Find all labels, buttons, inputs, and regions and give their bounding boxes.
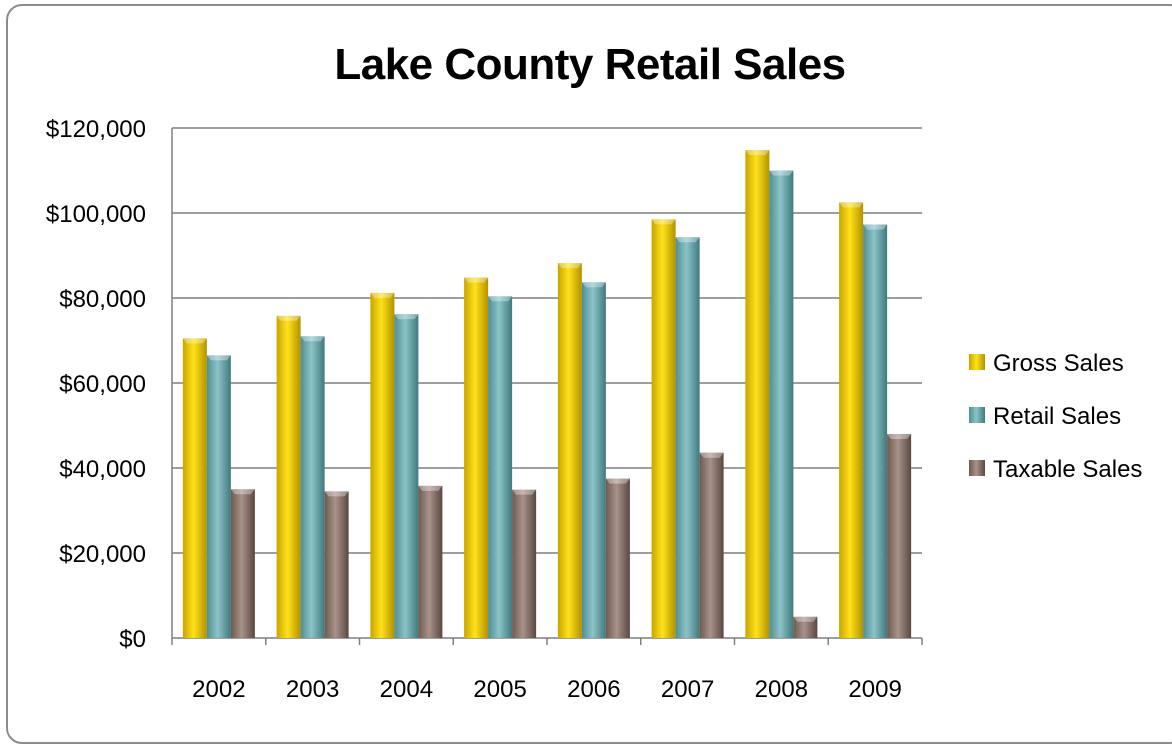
bar-gross-sales-2002 [182, 338, 207, 638]
legend-label: Gross Sales [993, 350, 1124, 377]
x-tick-label: 2003 [286, 676, 339, 703]
bar-retail-sales-2008 [769, 170, 794, 638]
y-tick-label: $100,000 [46, 201, 146, 228]
bar-gross-sales-2004 [370, 292, 395, 638]
x-tick-label: 2007 [661, 676, 714, 703]
bar-gross-sales-2007 [651, 219, 676, 638]
legend-swatch [969, 354, 985, 370]
bar-taxable-sales-2009 [887, 434, 912, 638]
y-tick-label: $60,000 [59, 371, 146, 398]
bar-taxable-sales-2002 [230, 489, 255, 638]
bars [182, 150, 912, 638]
bar-taxable-sales-2006 [605, 478, 630, 638]
legend-item: Gross Sales [969, 350, 1124, 377]
bar-retail-sales-2006 [581, 282, 606, 638]
tick-labels: $0 $20,000 $40,000 $60,000 $80,000 $100,000 $1… [46, 116, 902, 703]
bar-retail-sales-2007 [675, 237, 700, 638]
x-tick-label: 2002 [192, 676, 245, 703]
bar-taxable-sales-2004 [418, 485, 443, 638]
bar-retail-sales-2009 [863, 224, 888, 638]
bar-gross-sales-2006 [557, 263, 582, 638]
x-tick-label: 2009 [848, 676, 901, 703]
bar-taxable-sales-2008 [793, 616, 818, 638]
y-tick-label: $120,000 [46, 116, 146, 143]
bar-taxable-sales-2005 [512, 489, 537, 638]
legend: Gross Sales Retail Sales Taxable Sales [969, 350, 1142, 483]
bar-gross-sales-2009 [839, 202, 864, 638]
bar-retail-sales-2005 [488, 296, 513, 638]
y-tick-label: $20,000 [59, 541, 146, 568]
bar-gross-sales-2005 [464, 277, 489, 638]
bar-retail-sales-2002 [206, 355, 231, 638]
chart-plot: $0 $20,000 $40,000 $60,000 $80,000 $100,000 $1… [46, 116, 1143, 703]
x-tick-label: 2006 [567, 676, 620, 703]
y-tick-label: $0 [119, 626, 146, 653]
legend-swatch [969, 460, 985, 476]
grid-lines [172, 127, 922, 554]
x-tick-label: 2005 [473, 676, 526, 703]
y-tick-label: $80,000 [59, 286, 146, 313]
bar-taxable-sales-2003 [324, 491, 349, 638]
x-tick-label: 2004 [380, 676, 433, 703]
legend-label: Taxable Sales [993, 456, 1142, 483]
legend-item: Taxable Sales [969, 456, 1142, 483]
bar-taxable-sales-2007 [699, 452, 724, 638]
bar-retail-sales-2004 [394, 314, 419, 638]
chart-title: Lake County Retail Sales [334, 40, 846, 89]
legend-label: Retail Sales [993, 403, 1121, 430]
legend-swatch [969, 407, 985, 423]
bar-retail-sales-2003 [300, 336, 325, 638]
bar-gross-sales-2008 [745, 150, 770, 638]
y-tick-label: $40,000 [59, 456, 146, 483]
x-tick-label: 2008 [755, 676, 808, 703]
bar-gross-sales-2003 [276, 315, 301, 638]
legend-item: Retail Sales [969, 403, 1121, 430]
